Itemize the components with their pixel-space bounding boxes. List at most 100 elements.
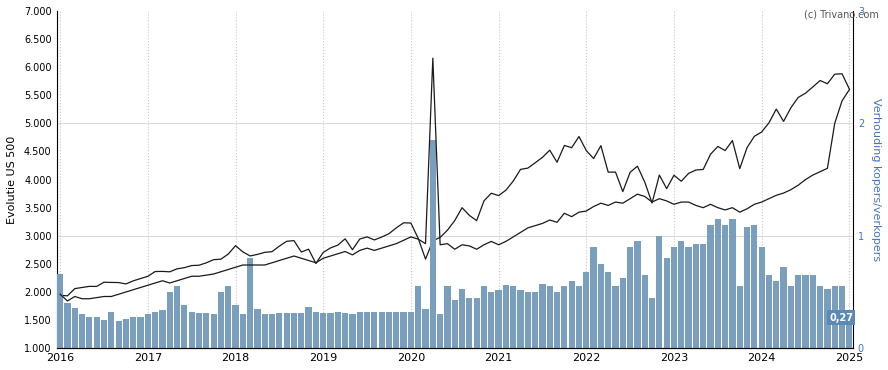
Bar: [620, 279, 626, 348]
Bar: [663, 258, 670, 348]
Bar: [101, 320, 107, 348]
Bar: [649, 297, 655, 348]
Bar: [444, 286, 450, 348]
Bar: [430, 140, 436, 348]
Bar: [496, 290, 502, 348]
Bar: [503, 285, 509, 348]
Bar: [518, 290, 524, 348]
Bar: [349, 314, 355, 348]
Bar: [781, 267, 787, 348]
Bar: [758, 247, 765, 348]
Bar: [283, 313, 289, 348]
Bar: [247, 258, 253, 348]
Bar: [803, 275, 809, 348]
Bar: [547, 286, 553, 348]
Bar: [335, 312, 341, 348]
Bar: [810, 275, 816, 348]
Bar: [678, 241, 685, 348]
Bar: [386, 312, 392, 348]
Bar: [693, 244, 699, 348]
Bar: [64, 303, 70, 348]
Bar: [715, 219, 721, 348]
Bar: [722, 225, 728, 348]
Bar: [773, 281, 780, 348]
Bar: [751, 225, 757, 348]
Bar: [57, 274, 63, 348]
Bar: [79, 314, 85, 348]
Bar: [174, 286, 180, 348]
Bar: [642, 275, 648, 348]
Bar: [400, 312, 407, 348]
Bar: [86, 317, 92, 348]
Text: 0,27: 0,27: [829, 313, 853, 323]
Bar: [466, 297, 472, 348]
Bar: [378, 312, 385, 348]
Bar: [473, 297, 480, 348]
Bar: [145, 314, 151, 348]
Bar: [686, 247, 692, 348]
Bar: [765, 275, 772, 348]
Bar: [233, 306, 239, 348]
Bar: [605, 272, 611, 348]
Bar: [408, 312, 414, 348]
Bar: [108, 312, 115, 348]
Bar: [131, 317, 137, 348]
Bar: [700, 244, 706, 348]
Bar: [181, 306, 187, 348]
Bar: [737, 286, 743, 348]
Bar: [459, 289, 465, 348]
Bar: [226, 286, 232, 348]
Bar: [568, 281, 575, 348]
Bar: [437, 314, 443, 348]
Bar: [591, 247, 597, 348]
Bar: [240, 314, 246, 348]
Bar: [583, 272, 590, 348]
Bar: [539, 284, 545, 348]
Bar: [393, 312, 400, 348]
Y-axis label: Verhouding kopers/verkopers: Verhouding kopers/verkopers: [871, 98, 881, 261]
Bar: [72, 308, 78, 348]
Bar: [203, 313, 210, 348]
Bar: [576, 286, 582, 348]
Bar: [532, 292, 538, 348]
Bar: [488, 292, 495, 348]
Bar: [613, 286, 619, 348]
Bar: [839, 286, 845, 348]
Bar: [313, 312, 319, 348]
Bar: [298, 313, 305, 348]
Bar: [525, 292, 531, 348]
Bar: [423, 309, 429, 348]
Bar: [115, 321, 122, 348]
Bar: [481, 286, 488, 348]
Bar: [159, 310, 165, 348]
Bar: [167, 292, 173, 348]
Bar: [627, 247, 633, 348]
Bar: [598, 264, 604, 348]
Bar: [817, 286, 823, 348]
Bar: [291, 313, 297, 348]
Bar: [305, 307, 312, 348]
Bar: [415, 286, 421, 348]
Bar: [561, 286, 567, 348]
Bar: [744, 227, 750, 348]
Bar: [824, 289, 830, 348]
Bar: [846, 318, 852, 348]
Bar: [364, 312, 370, 348]
Bar: [788, 286, 794, 348]
Bar: [708, 225, 714, 348]
Bar: [276, 313, 282, 348]
Bar: [795, 275, 801, 348]
Bar: [218, 292, 224, 348]
Bar: [357, 312, 363, 348]
Bar: [670, 247, 677, 348]
Bar: [729, 219, 735, 348]
Bar: [510, 286, 516, 348]
Bar: [210, 314, 217, 348]
Bar: [634, 241, 640, 348]
Bar: [254, 309, 260, 348]
Text: (c) Trivano.com: (c) Trivano.com: [805, 9, 879, 19]
Y-axis label: Evolutie US 500: Evolutie US 500: [7, 135, 17, 224]
Bar: [196, 313, 202, 348]
Bar: [371, 312, 377, 348]
Bar: [123, 319, 129, 348]
